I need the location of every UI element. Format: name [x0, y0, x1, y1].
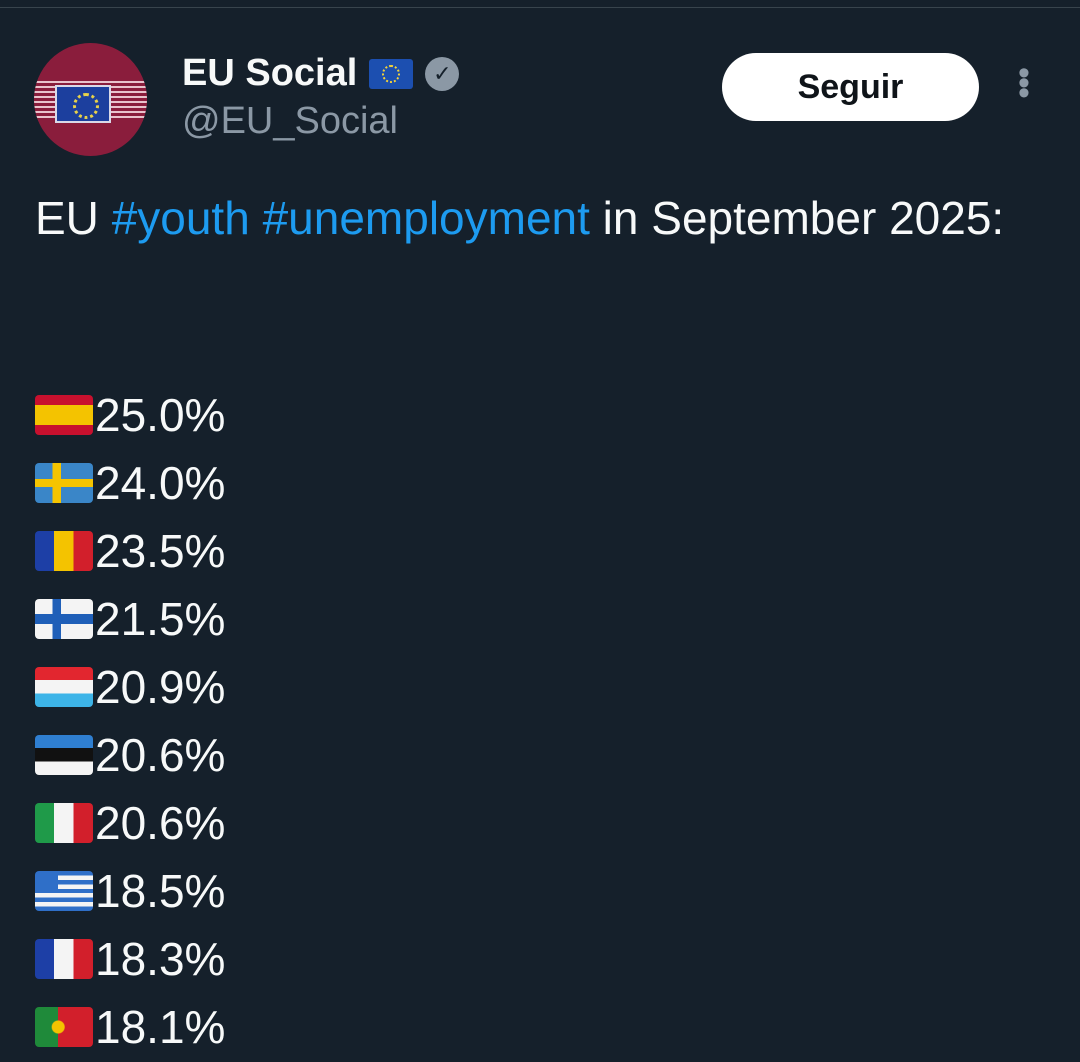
rate-row: 18.1% [35, 993, 225, 1061]
rate-row: 20.6% [35, 789, 225, 857]
flag-lu-icon [35, 667, 93, 707]
rate-value: 20.6% [95, 797, 226, 849]
eu-flag-logo [55, 85, 111, 123]
rate-value: 18.5% [95, 865, 226, 917]
rate-value: 24.0% [95, 457, 226, 509]
rate-value: 21.5% [95, 593, 226, 645]
flag-pt-icon [35, 1007, 93, 1047]
eu-flag-icon [369, 58, 414, 89]
author-name-text: EU Social [182, 52, 358, 94]
rate-row: 25.0% [35, 381, 225, 449]
flag-se-icon [35, 463, 93, 503]
rate-value: 20.9% [95, 661, 226, 713]
tweet-text: EU #youth #unemployment in September 202… [35, 184, 1045, 252]
rate-value: 18.1% [95, 1001, 226, 1053]
hashtag-youth[interactable]: #youth [111, 192, 250, 244]
rate-value: 25.0% [95, 389, 226, 441]
rate-row: 23.5% [35, 517, 225, 585]
flag-es-icon [35, 395, 93, 435]
flag-fi-icon [35, 599, 93, 639]
flag-ro-icon [35, 531, 93, 571]
flag-it-icon [35, 803, 93, 843]
tweet-suffix: in September 2025: [589, 192, 1005, 244]
follow-button[interactable]: Seguir [722, 53, 979, 121]
rate-value: 18.3% [95, 933, 226, 985]
flag-fr-icon [35, 939, 93, 979]
author-handle[interactable]: @EU_Social [182, 100, 398, 142]
rate-row: 20.9% [35, 653, 225, 721]
rate-row: 18.3% [35, 925, 225, 993]
avatar[interactable] [34, 43, 147, 156]
rate-value: 23.5% [95, 525, 226, 577]
divider [0, 7, 1080, 8]
more-options-icon[interactable]: • • • [1018, 54, 1030, 112]
rate-row: 20.6% [35, 721, 225, 789]
rate-row: 18.5% [35, 857, 225, 925]
flag-gr-icon [35, 871, 93, 911]
rate-row: 21.5% [35, 585, 225, 653]
tweet-prefix: EU [35, 192, 112, 244]
flag-ee-icon [35, 735, 93, 775]
rates-list: 25.0% 24.0% 23.5% 21.5% 20.9% 20.6% 20.6% 18.5%… [35, 381, 225, 1061]
author-name[interactable]: EU Social ✓ [182, 52, 460, 95]
rate-row: 24.0% [35, 449, 225, 517]
rate-value: 20.6% [95, 729, 226, 781]
verified-badge-icon[interactable]: ✓ [425, 56, 460, 91]
hashtag-unemployment[interactable]: #unemployment [262, 192, 590, 244]
